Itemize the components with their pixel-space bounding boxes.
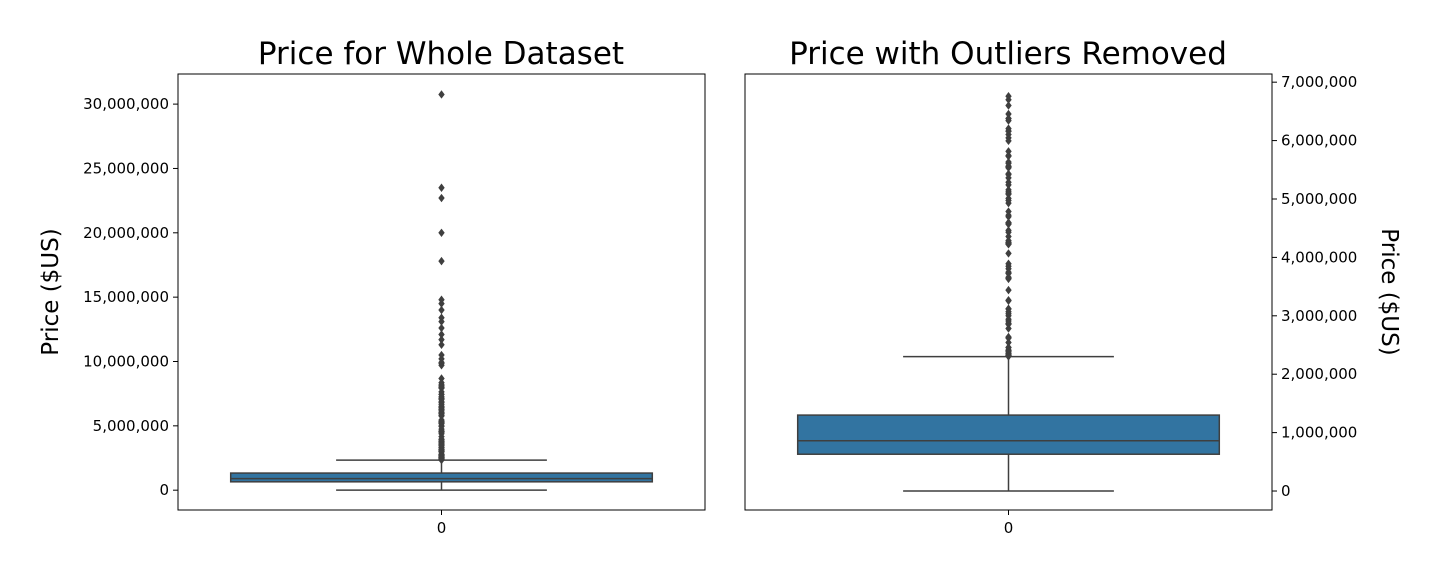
outlier-point bbox=[438, 424, 445, 434]
outlier-point bbox=[438, 350, 445, 360]
outlier-point bbox=[438, 256, 445, 266]
outlier-point bbox=[438, 380, 445, 390]
outlier-point bbox=[1005, 218, 1012, 227]
outlier-point bbox=[1005, 136, 1012, 146]
outlier-point bbox=[438, 305, 445, 315]
y-tick-label: 1,000,000 bbox=[1281, 424, 1357, 442]
outlier-point bbox=[438, 323, 445, 333]
outlier-points bbox=[438, 90, 445, 465]
outlier-point bbox=[1005, 91, 1012, 101]
boxplot-panel-outliers-removed: Price with Outliers Removed Price ($US) … bbox=[744, 36, 1402, 537]
y-axis-ticks: 0 5,000,000 10,000,000 15,000,000 20,000,000… bbox=[83, 95, 178, 499]
outlier-point bbox=[438, 409, 445, 419]
x-axis-ticks: 0 bbox=[1004, 510, 1014, 537]
y-tick-label: 25,000,000 bbox=[83, 159, 169, 177]
outlier-point bbox=[438, 183, 445, 192]
box-iqr bbox=[229, 472, 654, 483]
axes-frame bbox=[177, 73, 706, 511]
outlier-point bbox=[1005, 109, 1012, 119]
box-series bbox=[796, 91, 1221, 492]
y-tick-label: 15,000,000 bbox=[83, 288, 169, 306]
outlier-point bbox=[1005, 296, 1012, 305]
outlier-point bbox=[1005, 180, 1012, 190]
outlier-point bbox=[1005, 101, 1012, 110]
outlier-point bbox=[1005, 319, 1012, 328]
x-tick-label: 0 bbox=[1004, 519, 1014, 537]
outlier-point bbox=[438, 228, 445, 238]
box-iqr bbox=[796, 414, 1221, 455]
outlier-point bbox=[1005, 212, 1012, 221]
y-tick-label: 3,000,000 bbox=[1281, 307, 1357, 325]
outlier-point bbox=[1005, 332, 1012, 342]
y-tick-label: 5,000,000 bbox=[1281, 190, 1357, 208]
outlier-point bbox=[438, 405, 445, 414]
outlier-point bbox=[1005, 194, 1012, 203]
outlier-point bbox=[438, 445, 445, 454]
y-axis-label: Price ($US) bbox=[1376, 228, 1402, 355]
outlier-point bbox=[1005, 259, 1012, 268]
y-tick-label: 0 bbox=[159, 481, 169, 499]
outlier-point bbox=[1005, 238, 1012, 247]
chart-title: Price with Outliers Removed bbox=[789, 36, 1227, 72]
outlier-point bbox=[1005, 304, 1012, 314]
outlier-point bbox=[438, 330, 445, 339]
y-tick-label: 5,000,000 bbox=[93, 417, 169, 435]
outlier-point bbox=[1005, 163, 1012, 173]
y-tick-label: 20,000,000 bbox=[83, 224, 169, 242]
boxplot-panel-whole-dataset: Price for Whole Dataset Price ($US) 0 5,0… bbox=[38, 36, 706, 537]
outlier-point bbox=[438, 440, 445, 450]
outlier-point bbox=[1005, 207, 1012, 216]
outlier-point bbox=[438, 435, 445, 444]
outlier-point bbox=[1005, 249, 1012, 258]
outlier-point bbox=[438, 395, 445, 404]
y-tick-label: 10,000,000 bbox=[83, 352, 169, 370]
y-tick-label: 0 bbox=[1281, 482, 1291, 500]
outlier-point bbox=[438, 295, 445, 304]
outlier-point bbox=[1005, 351, 1012, 361]
y-axis-ticks: 0 1,000,000 2,000,000 3,000,000 4,000,000 5,0… bbox=[1272, 73, 1357, 500]
outlier-point bbox=[1005, 173, 1012, 183]
outlier-point bbox=[1005, 147, 1012, 156]
outlier-point bbox=[1005, 264, 1012, 273]
outlier-point bbox=[1005, 285, 1012, 295]
outlier-point bbox=[1005, 273, 1012, 282]
outlier-point bbox=[438, 313, 445, 322]
box-series bbox=[229, 90, 654, 491]
outlier-point bbox=[438, 453, 445, 463]
y-tick-label: 30,000,000 bbox=[83, 95, 169, 113]
outlier-point bbox=[438, 340, 445, 349]
x-axis-ticks: 0 bbox=[437, 510, 447, 537]
outlier-point bbox=[1005, 114, 1012, 123]
axes-frame bbox=[744, 73, 1273, 511]
outlier-point bbox=[1005, 346, 1012, 356]
y-tick-label: 7,000,000 bbox=[1281, 73, 1357, 91]
outlier-point bbox=[1005, 232, 1012, 241]
outlier-point bbox=[438, 335, 445, 344]
outlier-point bbox=[1005, 227, 1012, 237]
outlier-point bbox=[438, 90, 445, 99]
outlier-points bbox=[1005, 91, 1012, 361]
y-tick-label: 6,000,000 bbox=[1281, 132, 1357, 150]
outlier-point bbox=[1005, 152, 1012, 161]
chart-title: Price for Whole Dataset bbox=[258, 36, 624, 72]
outlier-point bbox=[438, 417, 445, 427]
x-tick-label: 0 bbox=[437, 519, 447, 537]
outlier-point bbox=[438, 400, 445, 409]
outlier-point bbox=[1005, 159, 1012, 168]
y-tick-label: 4,000,000 bbox=[1281, 248, 1357, 266]
outlier-point bbox=[1005, 127, 1012, 136]
y-tick-label: 2,000,000 bbox=[1281, 365, 1357, 383]
outlier-point bbox=[438, 193, 445, 203]
y-axis-label: Price ($US) bbox=[38, 228, 64, 355]
outlier-point bbox=[1005, 324, 1012, 333]
outlier-point bbox=[1005, 338, 1012, 347]
outlier-point bbox=[1005, 185, 1012, 195]
